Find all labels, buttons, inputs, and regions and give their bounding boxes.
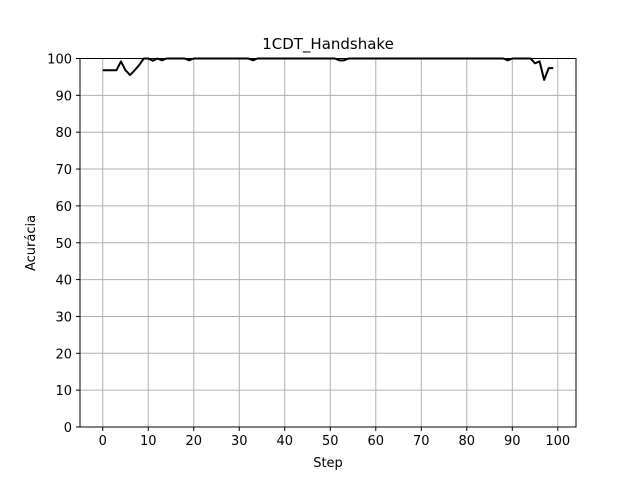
- y-tick-label: 30: [55, 310, 72, 325]
- x-tick-label: 10: [140, 434, 157, 449]
- x-tick-label: 0: [99, 434, 107, 449]
- y-tick-label: 10: [55, 384, 72, 399]
- y-tick-label: 80: [55, 126, 72, 141]
- y-tick-label: 90: [55, 89, 72, 104]
- y-tick-label: 50: [55, 237, 72, 252]
- y-tick-label: 70: [55, 163, 72, 178]
- x-tick-label: 70: [413, 434, 430, 449]
- x-tick-label: 90: [504, 434, 521, 449]
- axis-ticks: 0 10 20 30 40 50 60 70 80 90 100 0 10 20 30 40 50 60 70 80 9…: [47, 53, 570, 450]
- x-tick-label: 80: [459, 434, 476, 449]
- x-tick-label: 30: [231, 434, 248, 449]
- y-tick-label: 40: [55, 274, 72, 289]
- x-tick-label: 50: [322, 434, 339, 449]
- plot-frame: [79, 58, 577, 428]
- x-tick-label: 100: [545, 434, 570, 449]
- chart-title: 1CDT_Handshake: [262, 35, 394, 54]
- y-tick-label: 0: [64, 421, 72, 436]
- x-tick-label: 40: [276, 434, 293, 449]
- x-tick-label: 20: [185, 434, 202, 449]
- y-tick-label: 20: [55, 347, 72, 362]
- y-axis-label: Acurácia: [24, 215, 39, 271]
- x-axis-label: Step: [313, 456, 343, 471]
- y-tick-label: 60: [55, 200, 72, 215]
- y-tick-label: 100: [47, 53, 72, 68]
- x-tick-label: 60: [368, 434, 385, 449]
